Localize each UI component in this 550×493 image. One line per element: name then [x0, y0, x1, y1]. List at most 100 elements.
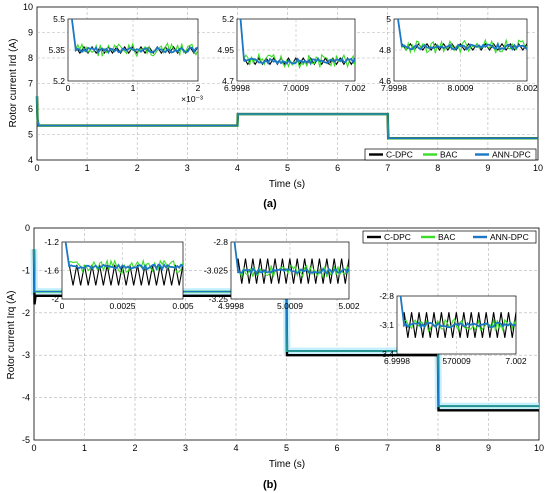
inset-x-tick-label: 6.9998 — [224, 83, 250, 93]
x-tick-label: 1 — [82, 443, 87, 453]
inset-2: 4.9998 5.0009 5.002 -2.8 -3.025 -3.25 — [204, 237, 360, 311]
inset-x-tick-label: 8.0009 — [448, 83, 474, 93]
chart-b-plot-lines — [30, 249, 539, 412]
inset-y-tick-label: -3.25 — [209, 294, 229, 304]
inset-y-tick-label: 5 — [386, 14, 391, 24]
y-tick-label: 4 — [28, 155, 33, 165]
legend-label-c-dpc: C-DPC — [384, 232, 411, 242]
legend-label-bac: BAC — [438, 232, 455, 242]
inset-y-tick-label: 5.5 — [53, 14, 65, 24]
inset-x-tick-label: 7.9998 — [381, 83, 407, 93]
inset-trace-ann-dpc — [239, 19, 355, 66]
inset-x-tick-label: 1 — [131, 83, 136, 93]
inset-plot — [239, 19, 355, 70]
inset-y-tick-label: -1.6 — [44, 266, 59, 276]
chart-b-insets: 0 0.0025 0.005 -1.2 -1.6 -2 4.9998 5.0009 5.002 -… — [44, 237, 527, 366]
y-tick-label: -1 — [22, 265, 30, 275]
inset-x-tick-label: 0.005 — [172, 301, 194, 311]
inset-trace-bac — [397, 19, 527, 55]
inset-plot — [64, 242, 183, 286]
y-tick-label: 7 — [28, 79, 33, 89]
inset-3: 7.9998 8.0009 8.002 5 4.8 4.6 — [379, 14, 538, 93]
inset-x-tick-label: 7.0009 — [283, 83, 309, 93]
x-tick-label: 10 — [534, 443, 544, 453]
inset-y-tick-label: 4.8 — [379, 45, 391, 55]
x-tick-label: 10 — [533, 163, 543, 173]
inset-x-tick-label: 6.9998 — [384, 356, 410, 366]
series-line-ann-dpc — [33, 249, 539, 407]
inset-x-tick-label: 7.002 — [344, 83, 366, 93]
chart-a-plot-lines — [35, 96, 538, 140]
chart-b-legend: C-DPC BAC ANN-DPC — [362, 230, 537, 244]
inset-x-tick-label: 0 — [66, 83, 71, 93]
inset-1: 0 1 2 5.5 5.35 5.2 ×10⁻³ — [48, 14, 203, 104]
y-tick-label: 9 — [28, 28, 33, 38]
inset-x-tick-label: 5.002 — [338, 301, 360, 311]
x-tick-label: 3 — [183, 443, 188, 453]
inset-y-tick-label: -3.025 — [204, 266, 228, 276]
legend-label-ann-dpc: ANN-DPC — [492, 150, 531, 160]
chart-b-y-axis-label: Rotor current Irq (A) — [6, 291, 17, 380]
x-tick-label: 8 — [435, 163, 440, 173]
y-tick-label: 10 — [23, 2, 33, 12]
inset-plot — [71, 19, 198, 58]
x-tick-label: 5 — [284, 443, 289, 453]
inset-x-tick-label: 2 — [196, 83, 201, 93]
legend-label-c-dpc: C-DPC — [386, 150, 413, 160]
legend-box — [362, 230, 537, 244]
inset-trace-bac — [65, 242, 183, 274]
inset-trace-ann-dpc — [399, 296, 516, 329]
chart-b-y-ticks: 0 -1 -2 -3 -4 -5 — [22, 223, 30, 445]
inset-y-tick-label: -2.8 — [379, 291, 394, 301]
inset-y-tick-label: 5.2 — [222, 14, 234, 24]
inset-1: 0 0.0025 0.005 -1.2 -1.6 -2 — [44, 237, 194, 311]
y-tick-label: -5 — [22, 435, 30, 445]
x-tick-label: 9 — [486, 443, 491, 453]
inset-x-tick-label: 8.002 — [516, 83, 538, 93]
inset-plot — [233, 242, 349, 284]
inset-y-tick-label: 4.6 — [379, 76, 391, 86]
inset-y-tick-label: 4.95 — [217, 45, 234, 55]
inset-plot — [399, 296, 516, 338]
inset-x-tick-label: 0.0025 — [110, 301, 136, 311]
inset-x-tick-label: 7.002 — [505, 356, 527, 366]
inset-trace-ann-dpc — [397, 19, 527, 51]
y-tick-label: -3 — [22, 350, 30, 360]
x-tick-label: 2 — [132, 443, 137, 453]
inset-x-tick-label: 0 — [60, 301, 65, 311]
x-tick-label: 0 — [34, 163, 39, 173]
chart-b: 0 1 2 3 4 5 6 7 8 9 10 0 -1 -2 -3 -4 -5 Time (s) Rotor … — [6, 223, 544, 491]
inset-trace-bac — [71, 19, 198, 58]
inset-y-tick-label: -2.8 — [213, 237, 228, 247]
x-tick-label: 7 — [385, 163, 390, 173]
x-tick-label: 8 — [435, 443, 440, 453]
x-tick-label: 4 — [235, 163, 240, 173]
chart-a-y-axis-label: Rotor current Ird (A) — [8, 39, 19, 128]
chart-b-caption: (b) — [263, 479, 277, 491]
y-tick-label: 6 — [28, 104, 33, 114]
x-tick-label: 6 — [334, 443, 339, 453]
legend-label-ann-dpc: ANN-DPC — [490, 232, 529, 242]
inset-x-tick-label: 570009 — [442, 356, 471, 366]
chart-a-legend: C-DPC BAC ANN-DPC — [364, 148, 537, 161]
inset-2: 6.9998 7.0009 7.002 5.2 4.95 4.7 — [217, 14, 365, 93]
legend-label-bac: BAC — [440, 150, 457, 160]
y-tick-label: 5 — [28, 130, 33, 140]
y-tick-label: -2 — [22, 308, 30, 318]
inset-trace-bac — [233, 242, 349, 279]
chart-a-insets: 0 1 2 5.5 5.35 5.2 ×10⁻³ 6.9998 7.0009 7.002 5.2 4.… — [48, 14, 537, 104]
x-tick-label: 7 — [385, 443, 390, 453]
legend-box — [364, 148, 537, 161]
x-tick-label: 5 — [285, 163, 290, 173]
series-line-ann-dpc — [36, 96, 538, 140]
inset-x-exponent: ×10⁻³ — [181, 94, 203, 104]
inset-y-tick-label: -2 — [51, 294, 59, 304]
inset-plot — [397, 19, 527, 55]
chart-a-y-ticks: 4 5 6 7 8 9 10 — [23, 2, 33, 165]
x-tick-label: 3 — [185, 163, 190, 173]
x-tick-label: 9 — [485, 163, 490, 173]
chart-a-caption: (a) — [263, 198, 277, 210]
x-tick-label: 0 — [31, 443, 36, 453]
